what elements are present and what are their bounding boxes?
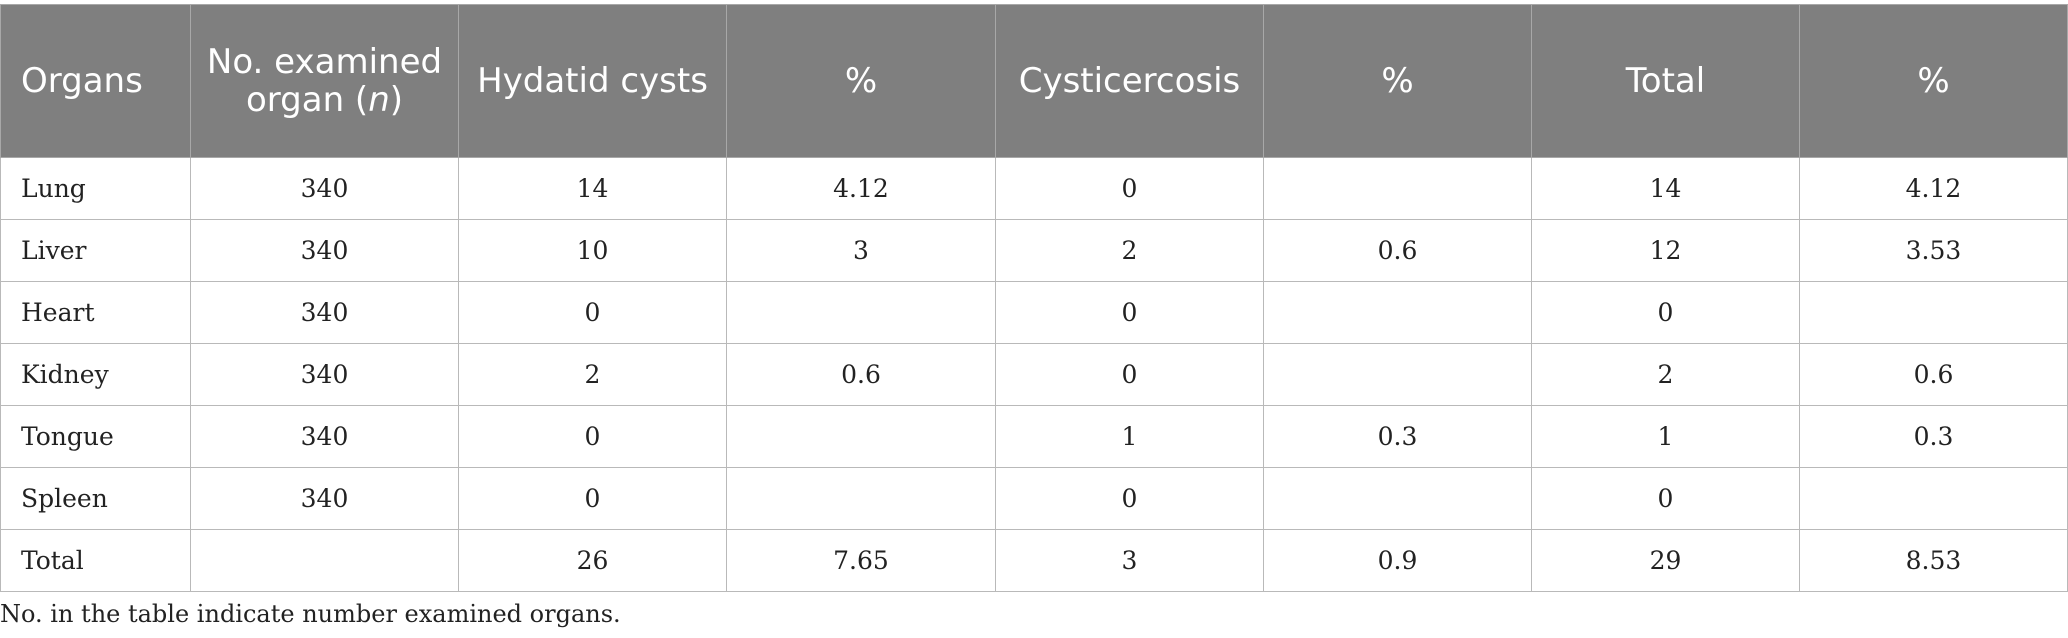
cell-total-percent: 0.3	[1799, 405, 2068, 468]
cell-total: 2	[1531, 343, 1800, 406]
header-cysticercosis: Cysticercosis	[995, 4, 1264, 158]
cell-cysticercosis: 0	[995, 157, 1264, 220]
cell-cysticercosis: 1	[995, 405, 1264, 468]
cell-hydatid-cysts: 26	[458, 529, 727, 592]
cell-hydatid-percent	[726, 281, 996, 344]
table-body: Lung 340 14 4.12 0 14 4.12 Liver 340 10 3 2 0.6 12 3.5…	[0, 157, 2068, 592]
cell-hydatid-percent: 7.65	[726, 529, 996, 592]
cell-cysticercosis: 0	[995, 343, 1264, 406]
cell-hydatid-percent: 0.6	[726, 343, 996, 406]
cell-cysticercosis-percent	[1263, 467, 1532, 530]
header-hydatid-cysts: Hydatid cysts	[458, 4, 727, 158]
cell-total-percent: 4.12	[1799, 157, 2068, 220]
cell-no-examined: 340	[190, 343, 459, 406]
cell-organ: Spleen	[0, 467, 191, 530]
header-organs: Organs	[0, 4, 191, 158]
table-row: Lung 340 14 4.12 0 14 4.12	[0, 157, 2068, 220]
cell-hydatid-cysts: 0	[458, 467, 727, 530]
cell-cysticercosis-percent	[1263, 281, 1532, 344]
cell-total: 0	[1531, 281, 1800, 344]
cell-hydatid-cysts: 14	[458, 157, 727, 220]
table-row: Liver 340 10 3 2 0.6 12 3.53	[0, 219, 2068, 282]
cell-organ: Total	[0, 529, 191, 592]
cell-organ: Lung	[0, 157, 191, 220]
organ-infection-table: Organs No. examined organ (n) Hydatid cy…	[0, 4, 2068, 592]
table-row: Spleen 340 0 0 0	[0, 467, 2068, 530]
cell-total-percent: 0.6	[1799, 343, 2068, 406]
header-no-examined: No. examined organ (n)	[190, 4, 459, 158]
cell-total-percent	[1799, 467, 2068, 530]
cell-total-percent: 3.53	[1799, 219, 2068, 282]
cell-cysticercosis-percent: 0.9	[1263, 529, 1532, 592]
cell-organ: Heart	[0, 281, 191, 344]
cell-cysticercosis: 3	[995, 529, 1264, 592]
cell-no-examined: 340	[190, 467, 459, 530]
cell-cysticercosis-percent	[1263, 343, 1532, 406]
cell-cysticercosis: 2	[995, 219, 1264, 282]
cell-total: 0	[1531, 467, 1800, 530]
cell-total: 12	[1531, 219, 1800, 282]
cell-total: 29	[1531, 529, 1800, 592]
header-total-percent: %	[1799, 4, 2068, 158]
cell-total-percent	[1799, 281, 2068, 344]
cell-hydatid-percent	[726, 405, 996, 468]
cell-no-examined: 340	[190, 219, 459, 282]
cell-cysticercosis-percent	[1263, 157, 1532, 220]
cell-no-examined: 340	[190, 405, 459, 468]
header-total: Total	[1531, 4, 1800, 158]
cell-total: 14	[1531, 157, 1800, 220]
cell-hydatid-cysts: 2	[458, 343, 727, 406]
cell-total: 1	[1531, 405, 1800, 468]
table-row: Heart 340 0 0 0	[0, 281, 2068, 344]
table-footnote: No. in the table indicate number examine…	[0, 600, 621, 628]
header-row: Organs No. examined organ (n) Hydatid cy…	[0, 4, 2068, 158]
cell-hydatid-cysts: 0	[458, 405, 727, 468]
data-table: Organs No. examined organ (n) Hydatid cy…	[0, 4, 2068, 592]
cell-cysticercosis: 0	[995, 281, 1264, 344]
header-hydatid-percent: %	[726, 4, 996, 158]
cell-no-examined: 340	[190, 157, 459, 220]
cell-hydatid-percent: 4.12	[726, 157, 996, 220]
cell-hydatid-cysts: 10	[458, 219, 727, 282]
cell-total-percent: 8.53	[1799, 529, 2068, 592]
cell-hydatid-percent: 3	[726, 219, 996, 282]
cell-organ: Tongue	[0, 405, 191, 468]
header-cysticercosis-percent: %	[1263, 4, 1532, 158]
table-row: Kidney 340 2 0.6 0 2 0.6	[0, 343, 2068, 406]
cell-cysticercosis-percent: 0.3	[1263, 405, 1532, 468]
cell-organ: Liver	[0, 219, 191, 282]
cell-no-examined: 340	[190, 281, 459, 344]
cell-cysticercosis-percent: 0.6	[1263, 219, 1532, 282]
cell-cysticercosis: 0	[995, 467, 1264, 530]
cell-organ: Kidney	[0, 343, 191, 406]
cell-hydatid-cysts: 0	[458, 281, 727, 344]
table-row: Tongue 340 0 1 0.3 1 0.3	[0, 405, 2068, 468]
cell-no-examined	[190, 529, 459, 592]
cell-hydatid-percent	[726, 467, 996, 530]
table-row: Total 26 7.65 3 0.9 29 8.53	[0, 529, 2068, 592]
